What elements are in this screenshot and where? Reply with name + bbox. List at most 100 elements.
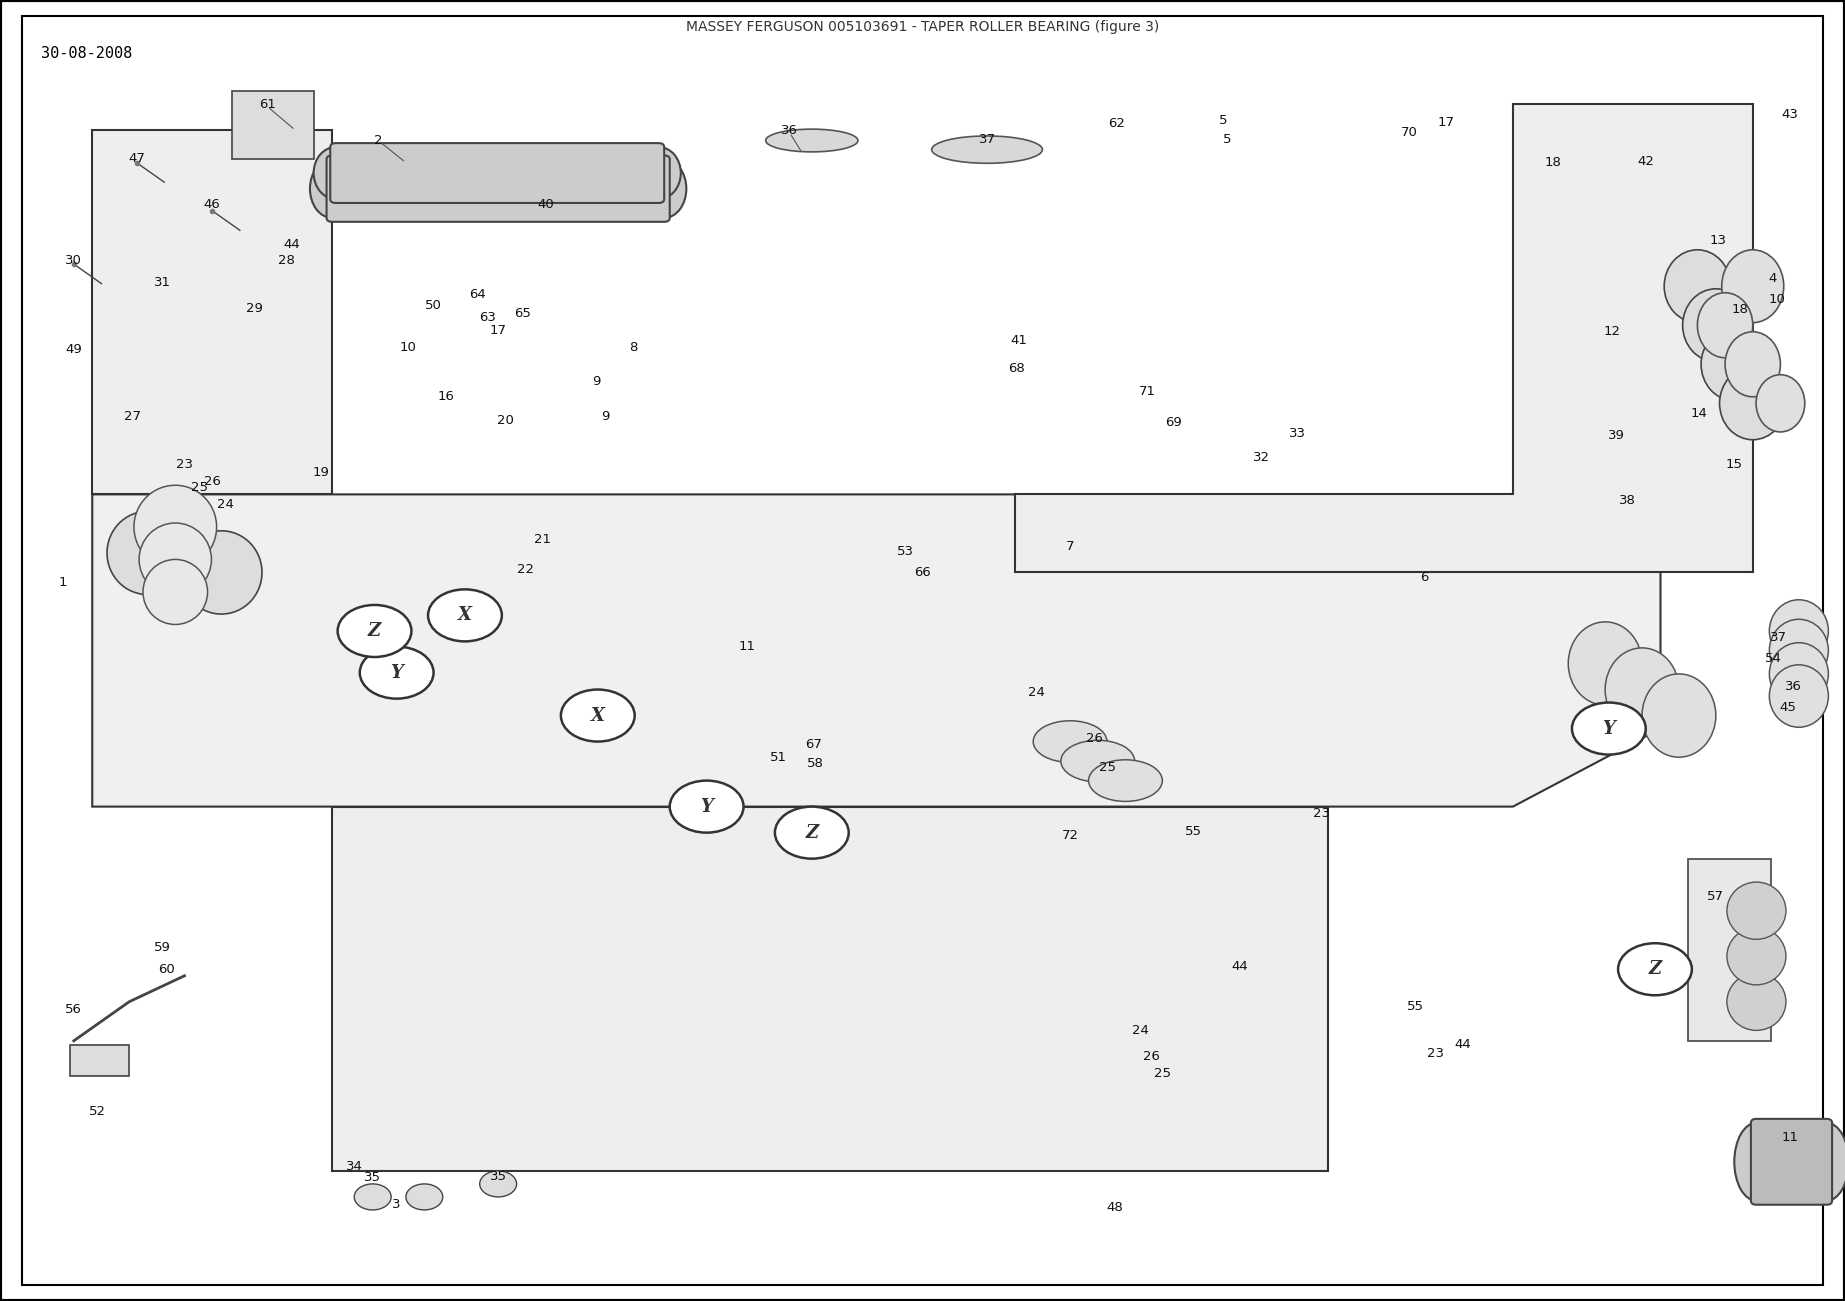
Ellipse shape bbox=[1033, 721, 1107, 762]
Text: 42: 42 bbox=[1637, 155, 1655, 168]
Ellipse shape bbox=[1701, 328, 1768, 401]
Ellipse shape bbox=[1727, 973, 1786, 1030]
Text: 10: 10 bbox=[1768, 293, 1786, 306]
Circle shape bbox=[428, 589, 502, 641]
Text: 63: 63 bbox=[478, 311, 496, 324]
Text: 4: 4 bbox=[1769, 272, 1777, 285]
Polygon shape bbox=[1015, 104, 1753, 572]
Text: 71: 71 bbox=[1138, 385, 1157, 398]
Text: 7: 7 bbox=[1066, 540, 1074, 553]
Circle shape bbox=[338, 605, 411, 657]
Ellipse shape bbox=[1734, 1123, 1779, 1201]
Text: 23: 23 bbox=[1312, 807, 1330, 820]
Circle shape bbox=[670, 781, 744, 833]
Text: 33: 33 bbox=[1288, 427, 1306, 440]
Text: 43: 43 bbox=[1780, 108, 1799, 121]
Text: 45: 45 bbox=[1779, 701, 1797, 714]
Text: 24: 24 bbox=[1028, 686, 1046, 699]
Text: 5: 5 bbox=[1220, 114, 1227, 127]
Text: 51: 51 bbox=[769, 751, 788, 764]
Ellipse shape bbox=[135, 485, 216, 569]
Ellipse shape bbox=[1089, 760, 1162, 801]
Text: 69: 69 bbox=[1164, 416, 1183, 429]
Text: 70: 70 bbox=[1400, 126, 1419, 139]
Ellipse shape bbox=[1721, 250, 1784, 323]
Text: Z: Z bbox=[1648, 960, 1662, 978]
Ellipse shape bbox=[310, 160, 354, 219]
Text: 26: 26 bbox=[203, 475, 221, 488]
Text: 62: 62 bbox=[1107, 117, 1125, 130]
Circle shape bbox=[480, 1171, 517, 1197]
Text: 44: 44 bbox=[282, 238, 301, 251]
Text: 19: 19 bbox=[312, 466, 330, 479]
Ellipse shape bbox=[1642, 674, 1716, 757]
Text: 47: 47 bbox=[127, 152, 146, 165]
Text: 59: 59 bbox=[153, 941, 172, 954]
FancyBboxPatch shape bbox=[1751, 1119, 1832, 1205]
Text: 2: 2 bbox=[375, 134, 382, 147]
Text: 23: 23 bbox=[1426, 1047, 1445, 1060]
Polygon shape bbox=[92, 130, 332, 494]
Text: 32: 32 bbox=[1253, 451, 1271, 464]
Ellipse shape bbox=[1769, 643, 1828, 705]
Text: 30-08-2008: 30-08-2008 bbox=[41, 46, 131, 61]
Text: 29: 29 bbox=[245, 302, 264, 315]
Circle shape bbox=[354, 1184, 391, 1210]
Text: 36: 36 bbox=[780, 124, 799, 137]
Text: 68: 68 bbox=[1007, 362, 1026, 375]
Ellipse shape bbox=[1568, 622, 1642, 705]
Text: 40: 40 bbox=[537, 198, 555, 211]
Text: 11: 11 bbox=[738, 640, 756, 653]
Ellipse shape bbox=[144, 559, 207, 624]
Text: 26: 26 bbox=[1085, 732, 1103, 745]
Ellipse shape bbox=[1727, 882, 1786, 939]
Circle shape bbox=[1572, 703, 1646, 755]
Text: 21: 21 bbox=[533, 533, 552, 546]
Text: 41: 41 bbox=[1009, 334, 1028, 347]
FancyBboxPatch shape bbox=[327, 156, 670, 222]
Ellipse shape bbox=[1769, 600, 1828, 662]
Text: 56: 56 bbox=[65, 1003, 83, 1016]
Ellipse shape bbox=[138, 523, 212, 596]
Text: 38: 38 bbox=[1618, 494, 1637, 507]
Text: 60: 60 bbox=[157, 963, 175, 976]
Text: 12: 12 bbox=[1603, 325, 1622, 338]
Ellipse shape bbox=[181, 531, 262, 614]
FancyBboxPatch shape bbox=[70, 1045, 129, 1076]
Text: 17: 17 bbox=[1437, 116, 1456, 129]
Circle shape bbox=[775, 807, 849, 859]
Polygon shape bbox=[332, 807, 1328, 1171]
Text: 14: 14 bbox=[1690, 407, 1708, 420]
Ellipse shape bbox=[932, 137, 1042, 164]
Ellipse shape bbox=[1061, 740, 1135, 782]
Text: 67: 67 bbox=[804, 738, 823, 751]
Text: Y: Y bbox=[701, 798, 712, 816]
Circle shape bbox=[406, 1184, 443, 1210]
Text: Z: Z bbox=[804, 824, 819, 842]
Text: 50: 50 bbox=[424, 299, 443, 312]
Text: 48: 48 bbox=[1105, 1201, 1124, 1214]
Ellipse shape bbox=[637, 147, 681, 199]
Ellipse shape bbox=[1683, 289, 1749, 362]
Text: 3: 3 bbox=[393, 1198, 400, 1211]
Text: 57: 57 bbox=[1707, 890, 1725, 903]
Text: 27: 27 bbox=[124, 410, 142, 423]
Text: 23: 23 bbox=[175, 458, 194, 471]
Polygon shape bbox=[92, 494, 1660, 807]
Ellipse shape bbox=[1725, 332, 1780, 397]
Text: 9: 9 bbox=[601, 410, 609, 423]
Text: 34: 34 bbox=[345, 1160, 363, 1174]
Circle shape bbox=[561, 690, 635, 742]
Text: 9: 9 bbox=[592, 375, 600, 388]
Ellipse shape bbox=[1605, 648, 1679, 731]
Text: X: X bbox=[458, 606, 472, 624]
Ellipse shape bbox=[1804, 1123, 1845, 1201]
Circle shape bbox=[360, 647, 434, 699]
Text: X: X bbox=[590, 706, 605, 725]
FancyBboxPatch shape bbox=[232, 91, 314, 159]
Text: MASSEY FERGUSON 005103691 - TAPER ROLLER BEARING (figure 3): MASSEY FERGUSON 005103691 - TAPER ROLLER… bbox=[686, 20, 1159, 34]
Ellipse shape bbox=[1769, 665, 1828, 727]
Text: Y: Y bbox=[391, 664, 402, 682]
Text: 5: 5 bbox=[1223, 133, 1231, 146]
Text: 24: 24 bbox=[1131, 1024, 1149, 1037]
